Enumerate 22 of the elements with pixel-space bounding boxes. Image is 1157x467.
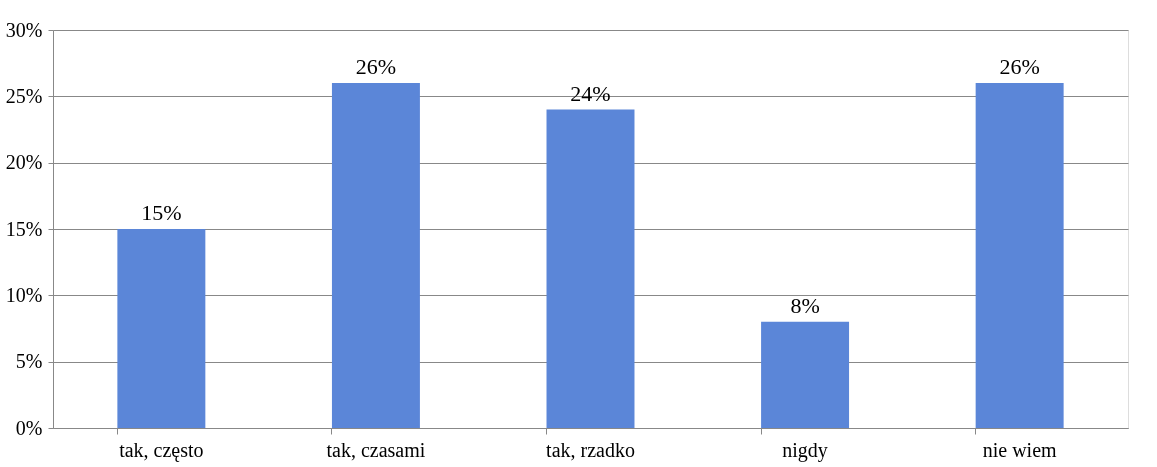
bar: [331, 83, 420, 428]
y-tick-label: 30%: [5, 18, 43, 41]
data-label: 24%: [570, 80, 611, 106]
bar: [117, 229, 206, 428]
y-tick-label: 25%: [5, 84, 43, 107]
x-tick-label: nie wiem: [982, 438, 1058, 461]
x-tick-label: nigdy: [782, 438, 828, 462]
y-tick-label: 20%: [5, 151, 43, 174]
data-label: 26%: [999, 54, 1040, 80]
bar: [975, 83, 1064, 428]
bar: [546, 109, 635, 428]
y-tick-label: 5%: [15, 350, 43, 373]
x-tick-label: tak, rzadko: [546, 438, 635, 461]
x-tick-label: tak, czasami: [326, 438, 426, 461]
x-tick-label: tak, często: [119, 438, 204, 462]
data-label: 15%: [141, 200, 182, 225]
y-tick-label: 10%: [5, 283, 43, 306]
y-tick-label: 15%: [5, 217, 43, 240]
data-label: 26%: [355, 54, 397, 80]
data-label: 8%: [790, 292, 820, 318]
bar: [761, 321, 850, 428]
y-tick-label: 0%: [15, 416, 43, 439]
